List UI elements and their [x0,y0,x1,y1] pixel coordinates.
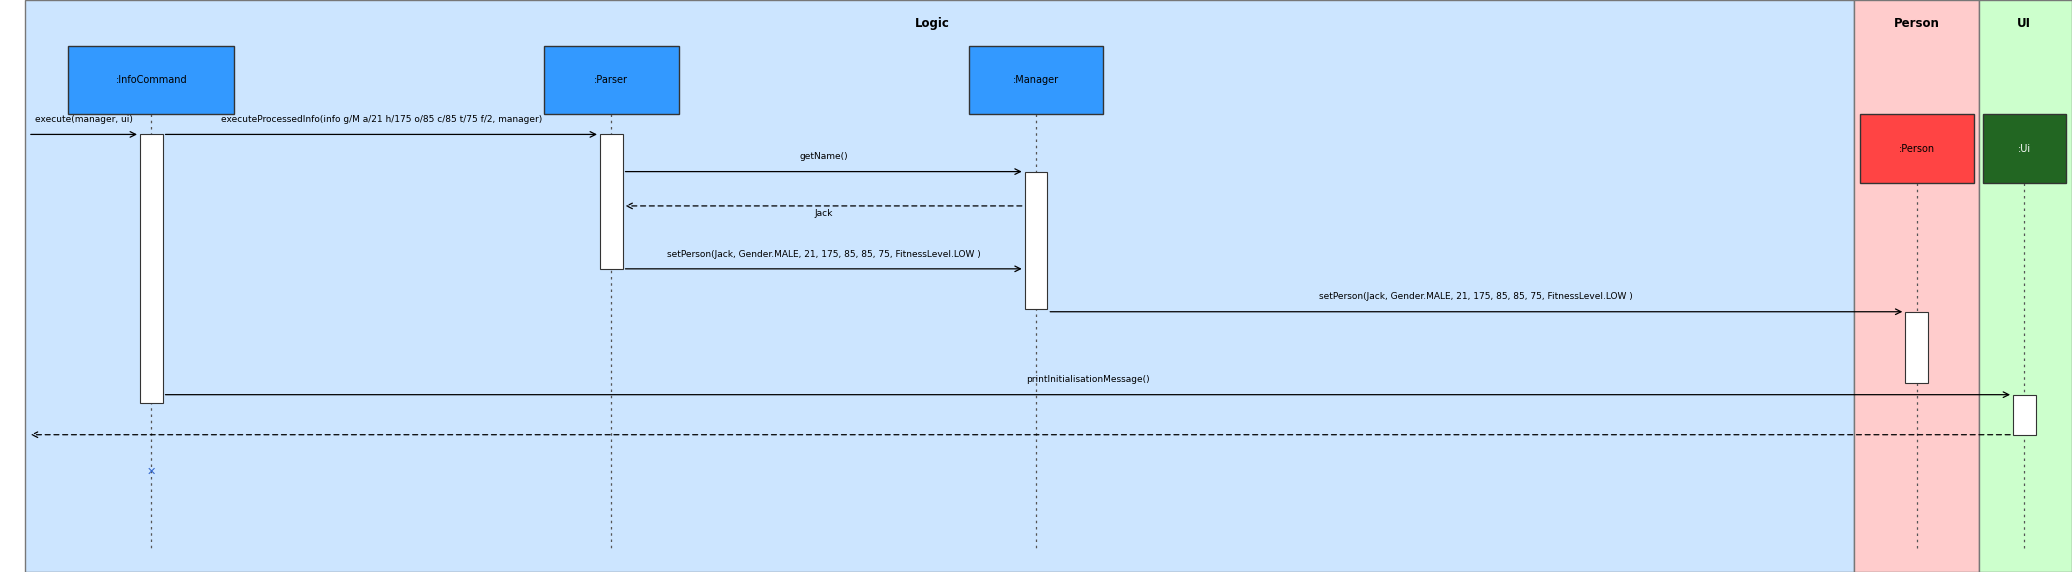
Text: :Parser: :Parser [595,75,628,85]
Bar [1861,114,1975,183]
Text: :InfoCommand: :InfoCommand [116,75,186,85]
Bar [1983,114,2066,183]
Text: UI: UI [2018,17,2031,30]
Text: executeProcessedInfo(info g/M a/21 h/175 o/85 c/85 t/75 f/2, manager): executeProcessedInfo(info g/M a/21 h/175… [220,115,543,124]
Text: Person: Person [1894,17,1939,30]
Text: :Person: :Person [1898,144,1935,154]
Bar [1854,0,1979,572]
Bar [139,134,162,403]
Bar [970,46,1102,114]
Bar [543,46,678,114]
Bar [2014,395,2035,435]
Bar [1026,172,1046,309]
Text: getName(): getName() [800,152,847,161]
Text: setPerson(Jack, Gender.MALE, 21, 175, 85, 85, 75, FitnessLevel.LOW ): setPerson(Jack, Gender.MALE, 21, 175, 85… [667,249,980,259]
Text: :Manager: :Manager [1013,75,1059,85]
Text: Jack: Jack [814,209,833,218]
Text: ✕: ✕ [147,467,155,477]
Text: setPerson(Jack, Gender.MALE, 21, 175, 85, 85, 75, FitnessLevel.LOW ): setPerson(Jack, Gender.MALE, 21, 175, 85… [1320,292,1633,301]
Text: :Ui: :Ui [2018,144,2031,154]
Text: execute(manager, ui): execute(manager, ui) [35,115,133,124]
Text: printInitialisationMessage(): printInitialisationMessage() [1026,375,1150,384]
Bar [1906,312,1929,383]
Bar [1979,0,2072,572]
Bar [68,46,234,114]
Bar [25,0,1854,572]
Bar [601,134,622,269]
Text: Logic: Logic [916,17,949,30]
